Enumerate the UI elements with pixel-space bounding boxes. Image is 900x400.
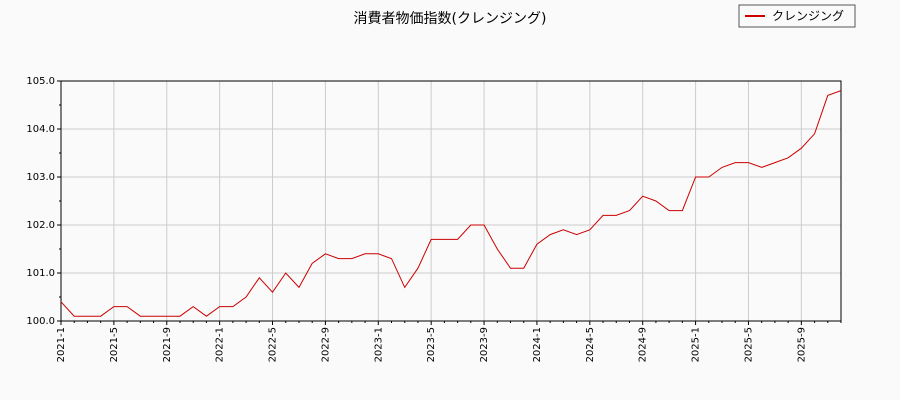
plot-frame — [60, 80, 842, 322]
x-tick-label: 2023-5 — [426, 327, 437, 362]
x-axis: 2021-1 2021-5 2021-9 2022-1 2022-5 2022-9 2023… — [56, 321, 842, 362]
x-tick-label: 2025-9 — [796, 327, 807, 362]
x-tick-label: 2022-1 — [215, 327, 226, 362]
x-tick-label: 2025-1 — [691, 327, 702, 362]
series-layer — [60, 90, 842, 317]
x-tick-label: 2025-5 — [743, 327, 754, 362]
x-tick-label: 2024-9 — [638, 327, 649, 362]
x-tick-label: 2021-9 — [162, 327, 173, 362]
x-tick-label: 2022-5 — [268, 327, 279, 362]
series-line — [60, 90, 842, 317]
grid-lines — [60, 80, 841, 322]
x-tick-label: 2022-9 — [320, 327, 331, 362]
x-tick-label: 2024-5 — [585, 327, 596, 362]
x-tick-label: 2024-1 — [532, 327, 543, 362]
legend-box — [738, 4, 856, 28]
y-tick-label: 103.0 — [26, 172, 55, 183]
y-tick-label: 104.0 — [26, 124, 55, 135]
y-tick-label: 100.0 — [26, 316, 55, 327]
y-tick-label: 101.0 — [26, 268, 55, 279]
y-tick-label: 102.0 — [26, 220, 55, 231]
legend-label: クレンジング — [772, 9, 844, 23]
x-tick-label: 2021-5 — [109, 327, 120, 362]
y-tick-label: 105.0 — [26, 76, 55, 87]
x-tick-label: 2023-1 — [373, 327, 384, 362]
legend: クレンジング — [738, 4, 856, 28]
x-tick-label: 2023-9 — [479, 327, 490, 362]
y-axis: 100.0 101.0 102.0 103.0 104.0 105.0 — [26, 76, 61, 327]
chart-title: 消費者物価指数(クレンジング) — [354, 11, 547, 27]
x-tick-label: 2021-1 — [56, 327, 67, 362]
